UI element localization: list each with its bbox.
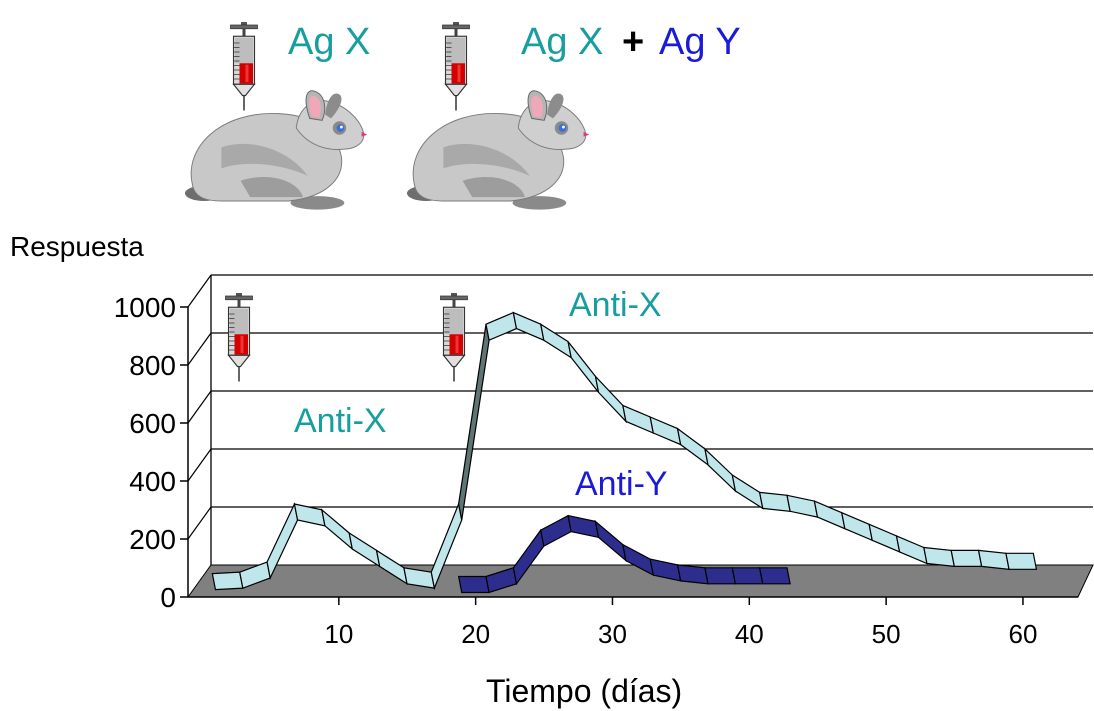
anti-x-segment [786, 494, 819, 518]
gridline-depth [187, 506, 212, 540]
anti-y-segment [540, 514, 572, 548]
y-tick-label: 200 [129, 524, 176, 555]
anti-x-segment [813, 500, 846, 530]
anti-y-segment [567, 514, 600, 539]
x-tick-label: 50 [872, 619, 901, 649]
x-tick-label: 20 [461, 619, 490, 649]
anti-x-segment [950, 549, 983, 568]
annotation-anti-x-secondary: Anti-X [569, 286, 662, 324]
anti-x-segment [731, 473, 764, 510]
anti-x-segment [348, 531, 381, 568]
y-tick-label: 1000 [114, 292, 176, 323]
anti-x-segment [485, 311, 518, 342]
anti-y-segment [457, 575, 490, 594]
axes: 0 200 400 600 800 1000 10 20 30 40 50 60 [114, 292, 1078, 649]
chart-floor-plane [187, 564, 1094, 598]
anti-x-segment [594, 374, 627, 424]
x-tick-label: 60 [1008, 619, 1037, 649]
syringe-icon [439, 292, 469, 383]
anti-x-segment [977, 549, 1010, 570]
anti-x-segment [539, 322, 573, 359]
anti-x-segment [567, 341, 600, 393]
anti-x-segment [649, 416, 682, 446]
anti-x-segment [1005, 552, 1038, 570]
x-axis-title: Tiempo (días) [486, 673, 682, 709]
series [211, 311, 1038, 594]
y-tick-label: 0 [160, 582, 176, 613]
gridline-depth [187, 448, 212, 482]
anti-x-segment [703, 447, 737, 493]
anti-x-segment [622, 404, 655, 434]
chart-floor [187, 564, 1094, 598]
syringe-icon [224, 292, 254, 383]
anti-x-segment [676, 427, 709, 467]
gridline-depth [187, 332, 212, 366]
y-tick-label: 600 [129, 408, 176, 439]
x-tick-label: 10 [324, 619, 353, 649]
anti-x-segment [512, 311, 545, 342]
anti-x-series [211, 311, 1038, 591]
syringe-icon [441, 21, 471, 112]
antigen-y-label: Ag Y [659, 21, 741, 63]
annotation-anti-x-primary: Anti-X [294, 402, 387, 440]
anti-x-segment [923, 546, 956, 568]
antigen-x-label: Ag X [288, 21, 370, 63]
x-tick-label: 40 [735, 619, 764, 649]
y-tick-label: 400 [129, 466, 176, 497]
anti-y-segment [594, 519, 627, 563]
anti-x-segment [895, 534, 928, 565]
x-tick-label: 30 [598, 619, 627, 649]
annotation-anti-y: Anti-Y [575, 465, 668, 503]
anti-y-segment [731, 567, 764, 585]
gridline-depth [187, 390, 212, 424]
antigen-x-label-combo: Ag X [521, 21, 603, 63]
rabbit-icon [184, 90, 368, 211]
anti-x-segment [840, 511, 874, 542]
plus-sign: + [622, 21, 644, 63]
anti-y-segment [758, 567, 791, 585]
grid [187, 274, 1093, 565]
anti-x-segment [758, 491, 791, 512]
syringe-icon [229, 21, 259, 112]
anti-x-segment [868, 523, 901, 553]
y-tick-label: 800 [129, 350, 176, 381]
anti-y-series [457, 514, 791, 594]
gridline-depth [187, 274, 212, 308]
anti-x-segment [211, 571, 244, 591]
rabbit-icon [406, 90, 590, 211]
anti-y-segment [704, 567, 737, 585]
anti-x-segment [320, 508, 354, 551]
anti-y-segment [676, 564, 709, 585]
y-axis-title: Respuesta [10, 231, 144, 262]
